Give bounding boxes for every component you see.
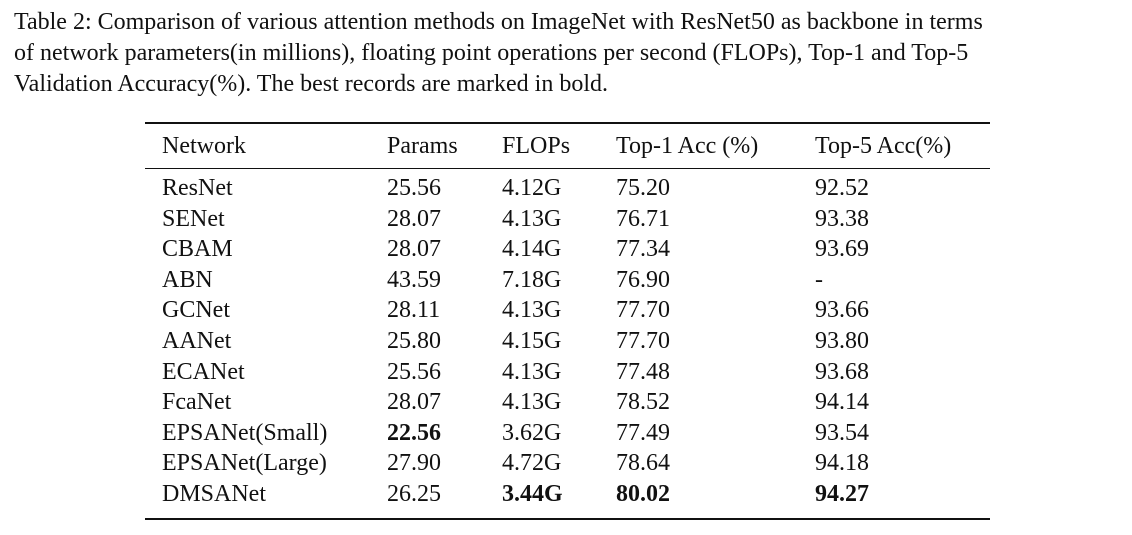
table-cell: 4.12G: [502, 175, 562, 201]
table-cell: 4.13G: [502, 358, 562, 385]
table-cell: 3.62G: [502, 419, 562, 446]
table-cell: 4.14G: [502, 236, 562, 263]
table-cell: 4.13G: [502, 297, 562, 324]
table-cell: 43.59: [387, 266, 441, 293]
bottom-rule: [145, 518, 990, 520]
table-cell: 78.52: [616, 389, 670, 416]
table-cell: 93.66: [815, 297, 869, 324]
table-cell: 77.34: [616, 236, 670, 263]
table-cell: 22.56: [387, 419, 441, 446]
table-cell: 28.07: [387, 236, 441, 263]
caption-line: of network parameters(in millions), floa…: [14, 40, 969, 66]
table-cell: 4.13G: [502, 205, 562, 232]
table-cell: ABN: [162, 266, 213, 293]
table-cell: 4.15G: [502, 328, 562, 354]
table-cell: 7.18G: [502, 266, 562, 293]
header-cell: Params: [387, 133, 458, 159]
table-cell: 77.48: [616, 358, 670, 385]
table-cell: EPSANet(Large): [162, 450, 327, 477]
table-cell: 93.69: [815, 236, 869, 263]
table-cell: SENet: [162, 205, 225, 232]
caption-line: Validation Accuracy(%). The best records…: [14, 71, 608, 97]
table-cell: 4.72G: [502, 450, 562, 477]
table-cell: DMSANet: [162, 481, 267, 507]
table-cell: 78.64: [616, 450, 670, 477]
header-cell: Top-1 Acc (%): [616, 133, 759, 159]
table-cell: EPSANet(Small): [162, 419, 328, 446]
table-cell: FcaNet: [162, 389, 232, 416]
table-cell: ResNet: [162, 175, 233, 201]
header-cell: Network: [162, 133, 246, 159]
mid-rule: [145, 168, 990, 169]
header-cell: FLOPs: [502, 133, 571, 159]
table-cell: AANet: [162, 328, 232, 354]
top-rule: [145, 122, 990, 124]
table-cell: 93.54: [815, 419, 869, 446]
table-cell: ECANet: [162, 358, 245, 385]
table-cell: 93.80: [815, 328, 869, 354]
table-cell: 76.90: [616, 266, 670, 293]
table-cell: 92.52: [815, 175, 869, 201]
table-cell: 75.20: [616, 175, 670, 201]
table-cell: 27.90: [387, 450, 441, 477]
table-cell: 28.11: [387, 297, 441, 324]
table-cell: 93.68: [815, 358, 869, 385]
table-cell: 94.14: [815, 389, 869, 416]
table-cell: 77.49: [616, 419, 670, 446]
table-cell: 80.02: [616, 481, 670, 507]
table-cell: CBAM: [162, 236, 233, 263]
table-cell: 25.80: [387, 328, 441, 354]
table-cell: 28.07: [387, 389, 441, 416]
table-cell: 3.44G: [502, 481, 563, 507]
table-cell: 4.13G: [502, 389, 562, 416]
caption-line: Table 2: Comparison of various attention…: [14, 9, 983, 35]
table-cell: 25.56: [387, 175, 441, 201]
table-cell: 28.07: [387, 205, 441, 232]
table-cell: GCNet: [162, 297, 230, 324]
header-cell: Top-5 Acc(%): [815, 133, 952, 159]
table-cell: 76.71: [616, 205, 670, 232]
table-cell: 25.56: [387, 358, 441, 385]
table-cell: 77.70: [616, 328, 670, 354]
table-cell: 94.18: [815, 450, 869, 477]
table-cell: 77.70: [616, 297, 670, 324]
table-cell: -: [815, 266, 823, 293]
table-cell: 93.38: [815, 205, 869, 232]
table-cell: 94.27: [815, 481, 869, 507]
table-cell: 26.25: [387, 481, 441, 507]
